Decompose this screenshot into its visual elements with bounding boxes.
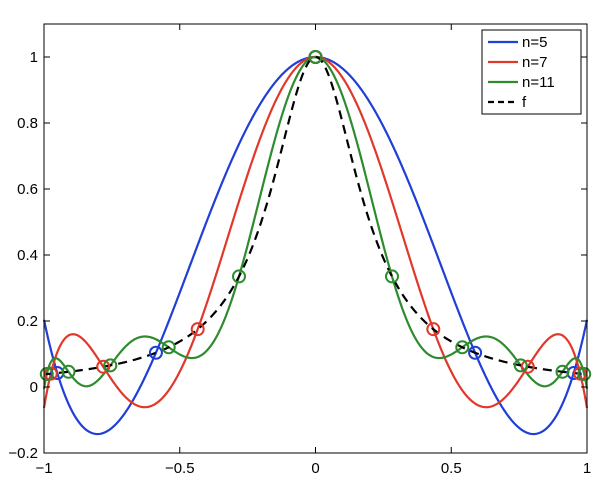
node-marker <box>161 340 176 355</box>
y-tick-label: −0.2 <box>8 445 38 462</box>
y-tick-label: 0.6 <box>17 181 38 198</box>
node-marker <box>555 364 570 379</box>
series-line-n-11 <box>42 55 589 389</box>
node-marker <box>513 358 528 373</box>
legend-label: f <box>522 94 527 111</box>
node-marker <box>455 340 470 355</box>
x-tick-label: −1 <box>35 460 52 477</box>
node-marker <box>426 322 441 337</box>
y-tick-label: 0.8 <box>17 115 38 132</box>
node-marker <box>308 50 323 64</box>
y-tick-label: 1 <box>30 49 38 66</box>
legend: n=5 n=7 n=11 f <box>481 29 582 115</box>
x-tick-label: −0.5 <box>165 460 195 477</box>
legend-label: n=7 <box>522 54 547 71</box>
legend-box <box>481 29 582 115</box>
y-tick-label: 0.2 <box>17 313 38 330</box>
node-marker <box>61 364 76 379</box>
node-marker <box>103 358 118 373</box>
x-tick-label: 0.5 <box>441 460 462 477</box>
x-tick-label: 0 <box>311 460 319 477</box>
x-tick-label: 1 <box>583 460 591 477</box>
series-line-f <box>43 55 588 376</box>
node-marker <box>520 359 535 374</box>
node-marker <box>577 367 592 382</box>
y-tick-label: 0.4 <box>17 247 38 264</box>
node-marker <box>39 367 54 382</box>
node-marker <box>384 269 399 284</box>
node-marker <box>148 345 163 360</box>
node-marker <box>232 269 247 284</box>
legend-label: n=5 <box>522 34 547 51</box>
node-marker <box>96 359 111 374</box>
y-tick-label: 0 <box>30 379 38 396</box>
node-marker <box>468 345 483 360</box>
axis-ticks <box>43 24 588 454</box>
legend-label: n=11 <box>522 74 555 91</box>
node-marker <box>190 322 205 337</box>
axis-tick-labels: −1 −0.5 0 0.5 1 −0.2 0 0.2 0.4 0.6 0.8 1 <box>8 49 591 477</box>
plot-curves <box>42 55 589 436</box>
plot-node-markers <box>39 50 592 382</box>
